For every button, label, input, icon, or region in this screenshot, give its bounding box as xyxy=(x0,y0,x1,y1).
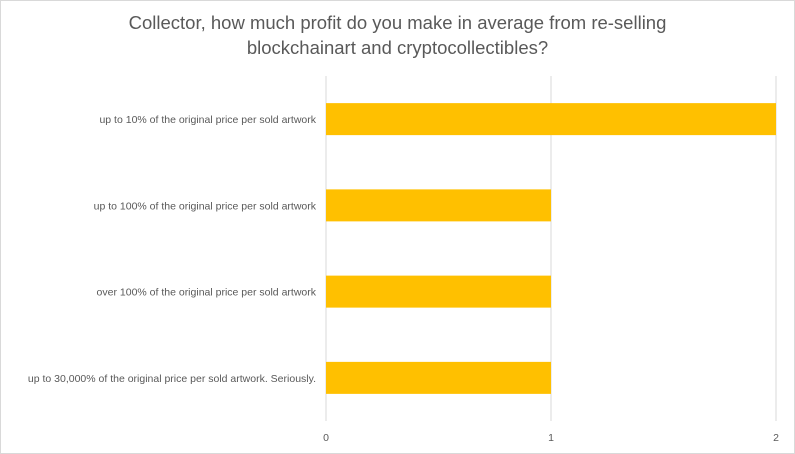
category-label-1: up to 10% of the original price per sold… xyxy=(99,114,316,126)
category-label-2: up to 100% of the original price per sol… xyxy=(94,200,317,212)
chart-title: Collector, how much profit do you make i… xyxy=(1,10,794,60)
bar-2 xyxy=(326,189,551,222)
category-label-3: over 100% of the original price per sold… xyxy=(97,287,317,299)
x-tick-label-1: 1 xyxy=(548,432,554,444)
bar-3 xyxy=(326,275,551,308)
x-tick-label-2: 2 xyxy=(773,432,779,444)
bar-1 xyxy=(326,103,776,136)
bar-4 xyxy=(326,361,551,394)
x-tick-label-0: 0 xyxy=(323,432,329,444)
chart-title-line-2: blockchainart and cryptocollectibles? xyxy=(246,37,549,58)
chart-title-line-1: Collector, how much profit do you make i… xyxy=(128,12,667,33)
category-label-4: up to 30,000% of the original price per … xyxy=(28,373,316,385)
